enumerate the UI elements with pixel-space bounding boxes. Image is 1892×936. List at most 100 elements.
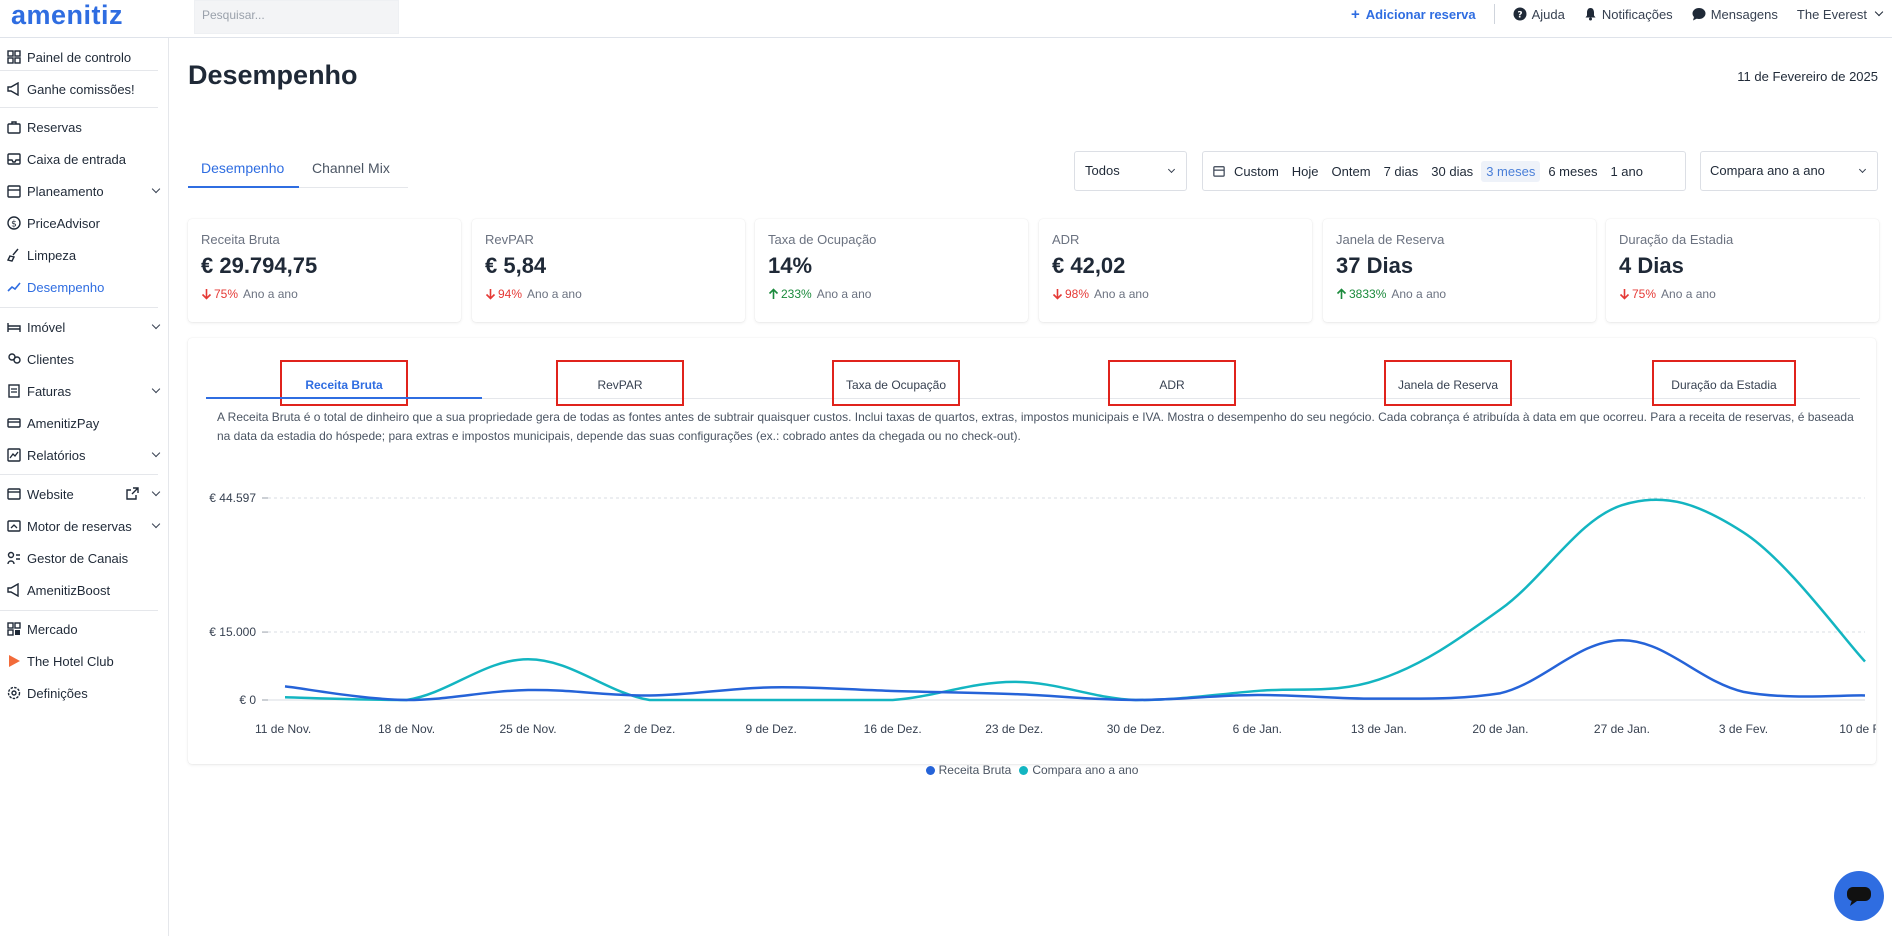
messages-button[interactable]: Mensagens bbox=[1692, 7, 1778, 22]
sidebar-item-priceadvisor[interactable]: $ PriceAdvisor bbox=[0, 211, 169, 235]
sidebar-item-faturas[interactable]: Faturas bbox=[0, 379, 169, 403]
sidebar-item-amenitizpay[interactable]: AmenitizPay bbox=[0, 411, 169, 435]
kpi-change-note: Ano a ano bbox=[816, 287, 872, 301]
amenitiz-logo[interactable]: amenitiz bbox=[11, 0, 124, 30]
help-button[interactable]: ? Ajuda bbox=[1513, 7, 1565, 22]
highlight-box bbox=[1384, 360, 1512, 406]
period-option-1-ano[interactable]: 1 ano bbox=[1610, 163, 1644, 179]
sidebar-item-label: PriceAdvisor bbox=[27, 215, 100, 231]
kpi-label: Taxa de Ocupação bbox=[768, 232, 877, 247]
sidebar-item-label: Reservas bbox=[27, 119, 82, 135]
period-option-3-meses[interactable]: 3 meses bbox=[1481, 160, 1541, 182]
sidebar-item-relat-rios[interactable]: Relatórios bbox=[0, 443, 169, 467]
x-tick-label: 30 de Dez. bbox=[1107, 722, 1165, 736]
sidebar-item-painel-de-controlo[interactable]: Painel de controlo bbox=[0, 45, 169, 69]
tab-channel-mix[interactable]: Channel Mix bbox=[312, 160, 390, 176]
search-input[interactable]: Pesquisar... bbox=[194, 0, 399, 34]
top-right-actions: + Adicionar reserva ? Ajuda Notificações… bbox=[1351, 0, 1884, 28]
inbox-icon bbox=[5, 152, 23, 166]
chevron-down-icon bbox=[1167, 165, 1176, 174]
series-line-receita-bruta bbox=[284, 638, 1866, 702]
kpi-change: 3833% Ano a ano bbox=[1336, 287, 1583, 301]
sidebar-item-clientes[interactable]: Clientes bbox=[0, 347, 169, 371]
sidebar-item-label: Imóvel bbox=[27, 319, 66, 335]
legend-item[interactable]: Compara ano a ano bbox=[1019, 763, 1138, 777]
sidebar-item-mercado[interactable]: Mercado bbox=[0, 617, 169, 641]
metric-tab-revpar[interactable]: RevPAR bbox=[597, 377, 643, 392]
x-tick-label: 27 de Jan. bbox=[1594, 722, 1650, 736]
x-tick-label: 18 de Nov. bbox=[378, 722, 435, 736]
arrow-up-icon bbox=[1336, 288, 1347, 300]
channel-select[interactable]: Todos bbox=[1074, 151, 1187, 191]
sidebar-item-planeamento[interactable]: Planeamento bbox=[0, 179, 169, 203]
sidebar-item-motor-de-reservas[interactable]: Motor de reservas bbox=[0, 514, 169, 538]
revenue-line-chart: € 0 € 15.000 € 44.597 11 de Nov. 18 de Nov. 2… bbox=[209, 491, 1876, 736]
chevron-down-icon bbox=[151, 184, 161, 194]
period-option-6-meses[interactable]: 6 meses bbox=[1548, 163, 1598, 179]
legend-label: Receita Bruta bbox=[938, 763, 1012, 777]
sidebar-item-label: Desempenho bbox=[27, 279, 105, 295]
chat-support-button[interactable] bbox=[1834, 871, 1884, 921]
property-selector[interactable]: The Everest bbox=[1797, 7, 1884, 22]
kpi-value: 14% bbox=[768, 253, 813, 278]
period-option-hoje[interactable]: Hoje bbox=[1291, 163, 1319, 179]
add-reservation-button[interactable]: + Adicionar reserva bbox=[1351, 6, 1476, 23]
period-option-30-dias[interactable]: 30 dias bbox=[1431, 163, 1474, 179]
channel-select-value: Todos bbox=[1085, 163, 1120, 178]
sidebar-item-label: Caixa de entrada bbox=[27, 151, 127, 167]
sidebar-item-im-vel[interactable]: Imóvel bbox=[0, 315, 169, 339]
tab-desempenho[interactable]: Desempenho bbox=[201, 160, 285, 176]
period-selector: Custom Hoje Ontem 7 dias 30 dias 3 meses 6 mes… bbox=[1202, 151, 1686, 191]
sidebar: Painel de controlo Ganhe comissões! Reserv… bbox=[0, 38, 169, 936]
sidebar-item-website[interactable]: Website bbox=[0, 482, 169, 506]
help-icon: ? bbox=[1513, 7, 1527, 21]
channels-icon bbox=[5, 551, 23, 565]
metric-tab-dura-o-da-estadia[interactable]: Duração da Estadia bbox=[1671, 377, 1777, 392]
sidebar-item-caixa-de-entrada[interactable]: Caixa de entrada bbox=[0, 147, 169, 171]
sidebar-item-ganhe-comiss-es-[interactable]: Ganhe comissões! bbox=[0, 77, 169, 101]
kpi-change: 98% Ano a ano bbox=[1052, 287, 1299, 301]
kpi-label: Duração da Estadia bbox=[1619, 232, 1734, 247]
sidebar-divider bbox=[0, 307, 158, 308]
x-tick-label: 25 de Nov. bbox=[499, 722, 556, 736]
arrow-down-icon bbox=[201, 288, 212, 300]
y-tick-label: € 0 bbox=[239, 693, 256, 707]
sidebar-item-label: Clientes bbox=[27, 351, 74, 367]
sidebar-item-defini-es[interactable]: Definições bbox=[0, 681, 169, 705]
period-option-custom[interactable]: Custom bbox=[1234, 163, 1279, 179]
metric-tab-taxa-de-ocupa-o[interactable]: Taxa de Ocupação bbox=[845, 377, 947, 392]
bell-icon bbox=[1585, 8, 1596, 21]
x-tick-label: 9 de Dez. bbox=[745, 722, 796, 736]
sidebar-item-limpeza[interactable]: Limpeza bbox=[0, 243, 169, 267]
active-tab-underline bbox=[188, 186, 299, 188]
metric-tabs: Receita Bruta RevPAR Taxa de Ocupação ADR Ja… bbox=[206, 360, 1860, 406]
metric-tab-receita-bruta[interactable]: Receita Bruta bbox=[305, 377, 383, 392]
metric-tab-adr[interactable]: ADR bbox=[1159, 377, 1185, 392]
sidebar-item-amenitizboost[interactable]: AmenitizBoost bbox=[0, 578, 169, 602]
x-tick-label: 10 de Fev. bbox=[1839, 722, 1876, 736]
calendar-icon bbox=[1213, 165, 1225, 177]
sidebar-item-reservas[interactable]: Reservas bbox=[0, 115, 169, 139]
add-reservation-label: Adicionar reserva bbox=[1365, 6, 1476, 22]
kpi-card-dura-o-da-estadia: Duração da Estadia 4 Dias 75% Ano a ano bbox=[1606, 219, 1879, 322]
legend-item[interactable]: Receita Bruta bbox=[925, 763, 1012, 777]
compare-select[interactable]: Compara ano a ano bbox=[1700, 151, 1878, 191]
metric-tab-janela-de-reserva[interactable]: Janela de Reserva bbox=[1397, 377, 1499, 392]
x-tick-label: 6 de Jan. bbox=[1233, 722, 1282, 736]
chat-icon bbox=[1847, 887, 1871, 906]
play-icon bbox=[5, 654, 23, 668]
x-tick-label: 16 de Dez. bbox=[864, 722, 922, 736]
sidebar-item-label: Faturas bbox=[27, 383, 72, 399]
settings-icon bbox=[5, 686, 23, 700]
kpi-change-percent: 75% bbox=[214, 287, 239, 301]
calendar-icon bbox=[5, 184, 23, 198]
sidebar-item-gestor-de-canais[interactable]: Gestor de Canais bbox=[0, 546, 169, 570]
notifications-button[interactable]: Notificações bbox=[1584, 7, 1673, 22]
sidebar-item-label: AmenitizPay bbox=[27, 415, 100, 431]
svg-text:?: ? bbox=[1517, 11, 1522, 21]
sidebar-item-the-hotel-club[interactable]: The Hotel Club bbox=[0, 649, 169, 673]
period-option-ontem[interactable]: Ontem bbox=[1331, 163, 1371, 179]
period-option-7-dias[interactable]: 7 dias bbox=[1383, 163, 1419, 179]
chevron-down-icon bbox=[151, 487, 161, 497]
sidebar-item-desempenho[interactable]: Desempenho bbox=[0, 275, 169, 299]
